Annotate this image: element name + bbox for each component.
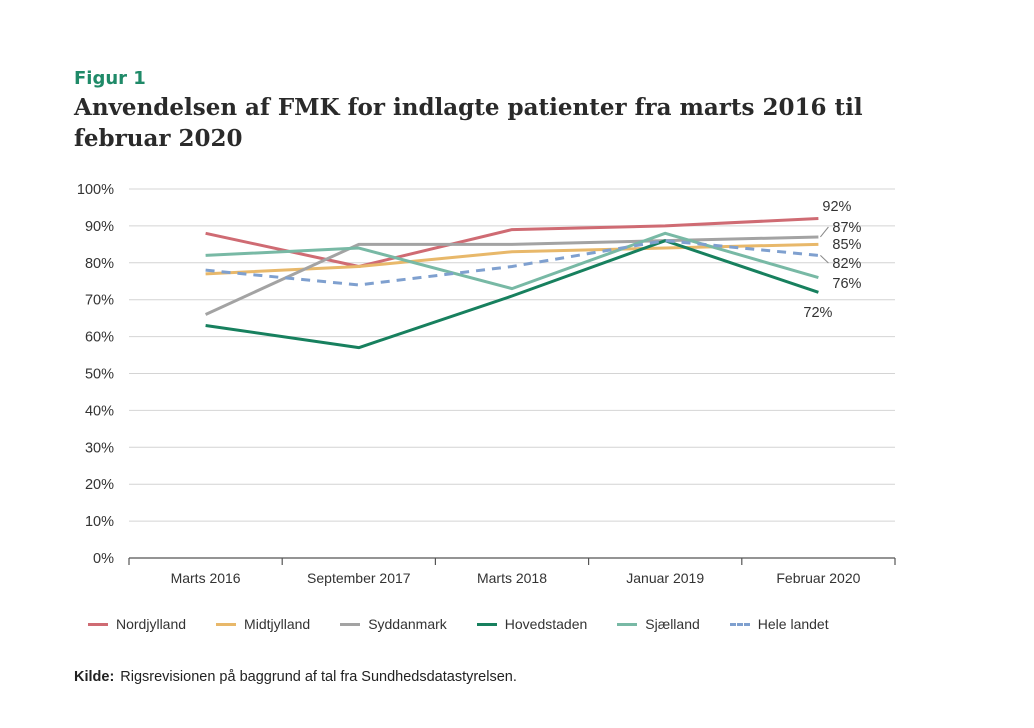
y-tick-label: 30% bbox=[85, 440, 114, 456]
y-tick-label: 70% bbox=[85, 293, 114, 309]
y-tick-label: 60% bbox=[85, 330, 114, 346]
legend-item: Nordjylland bbox=[88, 616, 186, 632]
data-label: 92% bbox=[822, 199, 851, 215]
y-tick-label: 100% bbox=[77, 182, 114, 198]
x-tick-label: Januar 2019 bbox=[626, 570, 704, 586]
legend-item: Midtjylland bbox=[216, 616, 310, 632]
legend-item: Syddanmark bbox=[340, 616, 447, 632]
series-line-hovedstaden bbox=[205, 239, 819, 350]
y-tick-label: 50% bbox=[85, 367, 114, 383]
data-label: 82% bbox=[832, 256, 861, 272]
legend-swatch bbox=[476, 622, 497, 626]
line-chart: 0% 10% 20% 30% 40% 50% 60% 70% 80% 90% 100% Marts 2… bbox=[77, 182, 896, 586]
y-tick-label: 40% bbox=[85, 403, 114, 419]
data-label-leader bbox=[820, 226, 829, 238]
legend-label: Sjælland bbox=[645, 616, 700, 632]
y-tick-label: 0% bbox=[93, 551, 114, 567]
legend-swatch bbox=[729, 622, 750, 626]
source-label: Kilde: bbox=[74, 669, 115, 685]
y-tick-label: 80% bbox=[85, 256, 114, 272]
series-line-hele-landet bbox=[205, 239, 819, 287]
data-label: 76% bbox=[832, 276, 861, 292]
legend-swatch bbox=[216, 622, 237, 626]
data-label: 85% bbox=[832, 237, 861, 253]
legend-item: Sjælland bbox=[617, 616, 700, 632]
figure-label: Figur 1 bbox=[74, 68, 146, 89]
data-label-leader bbox=[820, 255, 829, 264]
legend-swatch bbox=[340, 622, 361, 626]
y-tick-label: 20% bbox=[85, 477, 114, 493]
legend-item: Hele landet bbox=[729, 616, 829, 632]
figure-title: Anvendelsen af FMK for indlagte patiente… bbox=[74, 94, 863, 152]
legend-label: Syddanmark bbox=[368, 616, 447, 632]
series-line-sjælland bbox=[205, 231, 819, 291]
y-tick-label: 10% bbox=[85, 514, 114, 530]
series-line-syddanmark bbox=[204, 235, 819, 316]
chart-legend: Nordjylland Midtjylland Syddanmark Hovedsta… bbox=[88, 616, 859, 632]
legend-label: Hovedstaden bbox=[504, 616, 588, 632]
legend-label: Midtjylland bbox=[244, 616, 311, 632]
data-label: 72% bbox=[803, 305, 832, 321]
series-line-midtjylland bbox=[205, 242, 819, 276]
data-label: 87% bbox=[832, 220, 861, 236]
x-tick-label: Marts 2016 bbox=[171, 570, 241, 586]
x-tick-label: Februar 2020 bbox=[776, 570, 860, 586]
series-line-nordjylland bbox=[205, 217, 819, 268]
y-tick-label: 90% bbox=[85, 219, 114, 235]
x-tick-label: September 2017 bbox=[307, 570, 411, 586]
source-text: Rigsrevisionen på baggrund af tal fra Su… bbox=[120, 669, 517, 685]
legend-swatch bbox=[617, 622, 638, 626]
legend-swatch bbox=[88, 622, 108, 626]
x-tick-label: Marts 2018 bbox=[477, 570, 547, 586]
legend-label: Hele landet bbox=[757, 616, 829, 632]
legend-item: Hovedstaden bbox=[476, 616, 588, 632]
legend-label: Nordjylland bbox=[116, 616, 187, 632]
source-note: Kilde: Rigsrevisionen på baggrund af tal … bbox=[74, 669, 517, 685]
